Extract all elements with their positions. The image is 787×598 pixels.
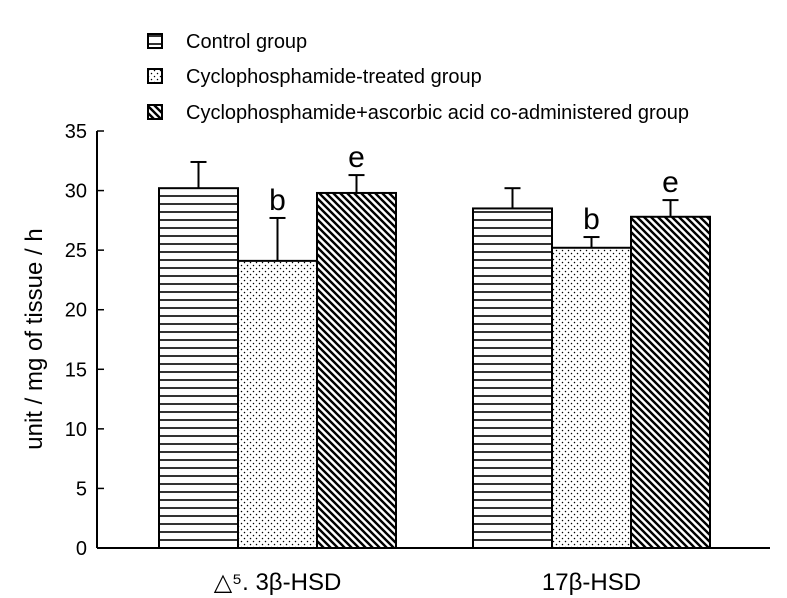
x-category-label: △⁵. 3β-HSD [214, 569, 342, 596]
bar [158, 187, 239, 549]
significance-label: e [662, 166, 679, 199]
y-tick-label: 10 [65, 419, 87, 441]
bar [472, 207, 553, 549]
y-tick-label: 20 [65, 300, 87, 322]
y-tick-label: 5 [76, 478, 87, 500]
y-tick-label: 35 [65, 121, 87, 143]
legend-swatch [147, 104, 163, 120]
significance-label: b [269, 184, 286, 217]
bar [630, 215, 711, 549]
bar [316, 191, 397, 549]
bar [551, 246, 632, 549]
legend: Control group Cyclophosphamide-treated gr… [147, 31, 689, 124]
y-tick-label: 25 [65, 240, 87, 262]
y-axis-label: unit / mg of tissue / h [21, 228, 48, 449]
significance-label: e [348, 141, 365, 174]
legend-label: Cyclophosphamide-treated group [186, 66, 482, 88]
significance-label: b [583, 203, 600, 236]
legend-label: Cyclophosphamide+ascorbic acid co-admini… [186, 102, 689, 124]
y-tick-label: 15 [65, 359, 87, 381]
x-category-label: 17β-HSD [542, 569, 641, 596]
bar [237, 259, 318, 549]
bars: b e b e [158, 141, 711, 549]
legend-swatch [147, 68, 163, 84]
y-tick-label: 30 [65, 181, 87, 203]
legend-swatch [147, 33, 163, 49]
y-tick-label: 0 [76, 538, 87, 560]
axes: 0 5 10 15 20 25 30 35 △⁵. 3β-HSD 17β-HSD [65, 121, 770, 596]
legend-label: Control group [186, 31, 307, 53]
